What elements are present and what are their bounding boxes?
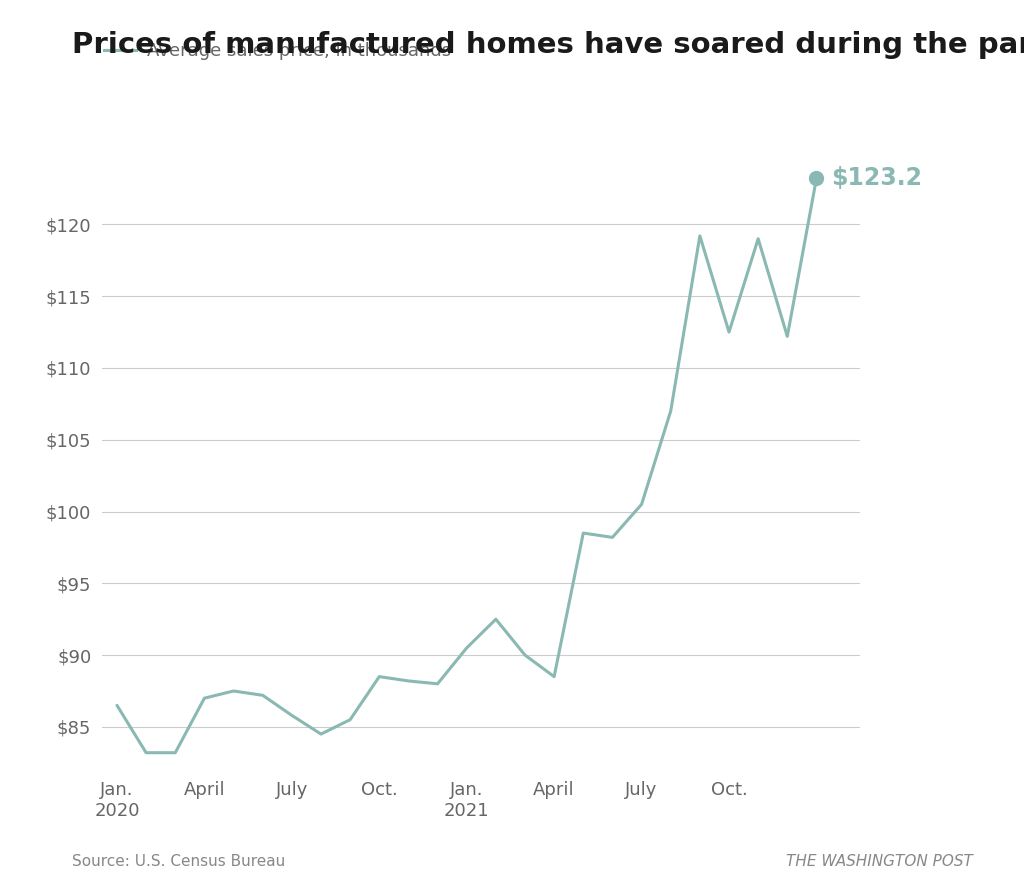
Text: Prices of manufactured homes have soared during the pandemic: Prices of manufactured homes have soared… [72,31,1024,59]
Text: Source: U.S. Census Bureau: Source: U.S. Census Bureau [72,854,285,869]
Text: THE WASHINGTON POST: THE WASHINGTON POST [786,854,973,869]
Legend: Average sales price, in thousands: Average sales price, in thousands [103,42,452,60]
Text: $123.2: $123.2 [831,166,922,190]
